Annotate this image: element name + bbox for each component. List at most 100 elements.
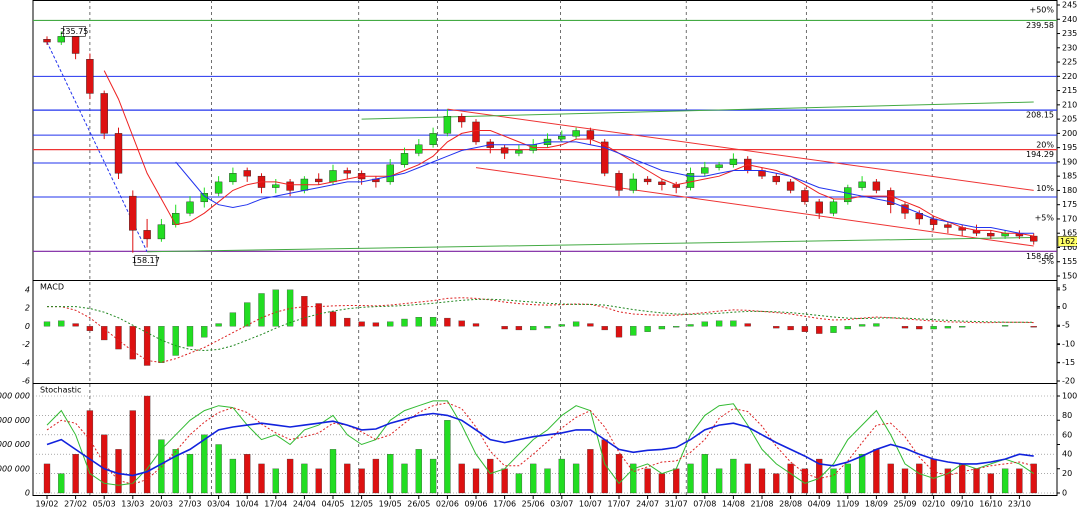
bar	[773, 473, 780, 494]
y-tick-label: -15	[1062, 358, 1075, 367]
bar	[687, 324, 694, 327]
bar	[572, 321, 580, 327]
trend-line	[147, 236, 1034, 253]
series-line	[46, 412, 1034, 477]
bar	[644, 468, 651, 494]
level-label: 239.58	[1026, 21, 1054, 30]
bar	[658, 326, 666, 330]
bar	[901, 326, 909, 329]
candle-body	[615, 173, 623, 191]
candle-body	[415, 144, 423, 154]
x-tick-label: 02/10	[922, 500, 945, 509]
y-tick-label: 205	[1062, 115, 1077, 124]
series-line	[175, 141, 1034, 234]
bar	[358, 321, 365, 327]
y-tick-label: 185	[1062, 172, 1077, 181]
x-tick-label: 23/10	[1008, 500, 1031, 509]
x-tick-label: 03/04	[207, 500, 230, 509]
bar	[959, 326, 966, 328]
current-price: 162.17	[1060, 237, 1077, 246]
bar	[315, 303, 322, 327]
x-tick-label: 17/06	[493, 500, 516, 509]
candle-body	[643, 178, 652, 183]
bar	[415, 449, 422, 494]
bar	[658, 473, 666, 494]
x-tick-label: 25/06	[522, 500, 545, 509]
x-tick-label: 12/05	[350, 500, 373, 509]
x-tick-label: 28/08	[779, 500, 802, 509]
x-tick-label: 14/08	[722, 500, 745, 509]
y-tick-label: 210	[1062, 100, 1077, 109]
y-tick-label: 175	[1062, 200, 1077, 209]
x-tick-label: 24/04	[293, 500, 316, 509]
bar	[429, 317, 437, 327]
x-tick-label: 13/03	[121, 500, 144, 509]
trend-line	[46, 41, 148, 252]
x-tick-label: 24/07	[636, 500, 659, 509]
y-tick-label: 40	[1062, 450, 1072, 459]
bar	[129, 410, 136, 494]
y-tick-label: 195	[1062, 143, 1077, 152]
y-tick-label: 80	[1062, 411, 1072, 420]
annotation: 20%	[1036, 140, 1054, 149]
y-tick-label: 190	[1062, 157, 1077, 166]
x-tick-label: 09/06	[464, 500, 487, 509]
candle-body	[315, 178, 323, 183]
candle-body	[171, 213, 180, 225]
bar	[644, 326, 651, 332]
candle-body	[786, 181, 795, 191]
bar	[201, 434, 208, 494]
bar	[272, 289, 279, 327]
bar	[201, 326, 208, 338]
bar	[558, 324, 565, 327]
candle-body	[443, 116, 452, 134]
candle-body	[558, 136, 566, 140]
bar	[487, 458, 494, 494]
y-tick-label: -4	[22, 358, 30, 367]
candle-body	[658, 181, 666, 185]
bar	[501, 326, 508, 330]
callout: 235.75	[60, 27, 88, 36]
x-tick-label: 27/02	[64, 500, 87, 509]
y-tick-label: 2	[25, 304, 30, 313]
bar	[916, 326, 923, 330]
bar	[887, 463, 894, 494]
candle-body	[515, 150, 523, 154]
candle-body	[243, 170, 251, 177]
bar	[1030, 326, 1037, 328]
bar	[844, 463, 851, 494]
y-tick-label: 0	[1062, 489, 1067, 498]
candle-body	[157, 224, 166, 240]
candle-body	[815, 201, 823, 214]
y-tick-label: 160	[1062, 243, 1077, 252]
candle-body	[844, 187, 852, 203]
candle-body	[57, 36, 65, 43]
bar	[401, 463, 408, 494]
y-tick-label: 0	[25, 489, 30, 498]
x-tick-label: 07/08	[693, 500, 716, 509]
bar	[615, 454, 623, 494]
bar	[172, 449, 179, 494]
callout: 158.17	[132, 256, 160, 265]
bar	[301, 296, 308, 327]
annotation: +50%	[1030, 5, 1055, 14]
bar	[687, 463, 694, 494]
y-tick-label: 230	[1062, 43, 1077, 52]
candle-body	[944, 224, 952, 228]
candle-body	[701, 167, 709, 174]
bar	[630, 463, 637, 494]
y-tick-label: 0	[25, 322, 30, 331]
bar	[387, 321, 394, 327]
bar	[229, 458, 237, 494]
bar	[916, 463, 923, 494]
bar	[930, 326, 937, 330]
series-line	[46, 402, 1034, 485]
candle-body	[200, 193, 209, 203]
bar	[873, 449, 880, 494]
y-tick-label: 245	[1062, 1, 1077, 10]
callout-box	[134, 255, 158, 266]
bar	[844, 326, 851, 330]
x-tick-label: 02/06	[436, 500, 459, 509]
candle-body	[829, 201, 838, 214]
bar	[72, 323, 79, 327]
